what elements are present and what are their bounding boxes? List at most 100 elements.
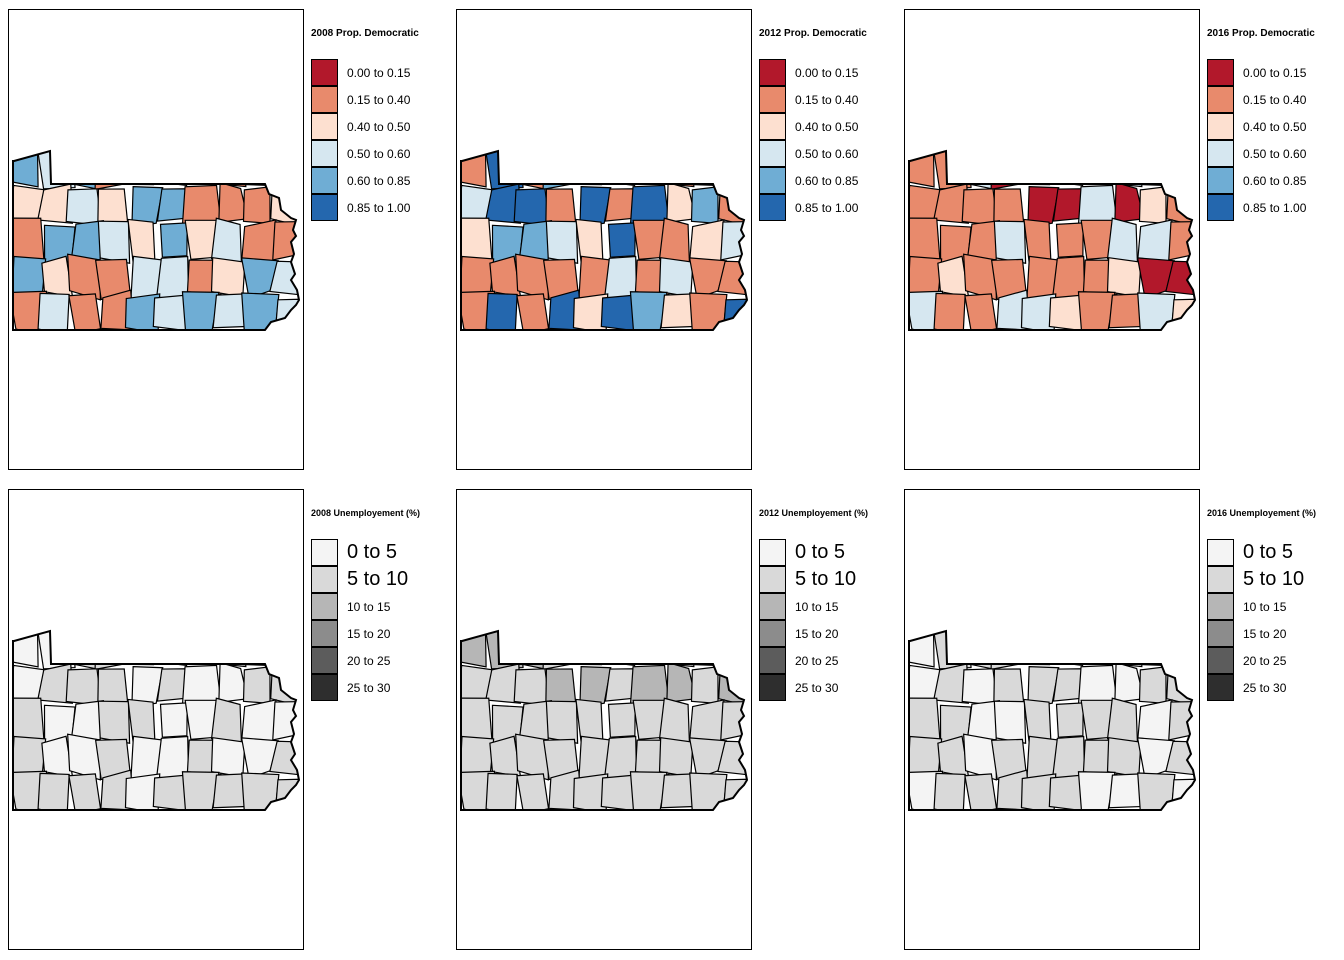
legend-title: 2008 Prop. Democratic	[311, 28, 419, 39]
county-region	[515, 253, 549, 301]
county-region	[210, 257, 246, 298]
legend-label: 0.50 to 0.60	[347, 147, 411, 161]
state-outline	[908, 149, 1197, 331]
county-region	[65, 668, 103, 707]
legend-swatch	[759, 59, 786, 86]
legend-label: 20 to 25	[795, 654, 839, 668]
legend-label: 0.00 to 0.15	[1243, 66, 1307, 80]
legend-label: 25 to 30	[795, 681, 839, 695]
county-region	[181, 151, 218, 185]
legend-label: 0.40 to 0.50	[347, 120, 411, 134]
county-region	[516, 773, 550, 810]
legend-label: 0.85 to 1.00	[1243, 201, 1307, 215]
county-region	[513, 188, 551, 227]
county-region	[578, 151, 603, 186]
map-frame	[456, 9, 752, 470]
county-region	[689, 699, 725, 743]
county-region	[37, 292, 70, 330]
legend-label: 0.15 to 0.40	[347, 93, 411, 107]
legend-label: 0.60 to 0.85	[795, 174, 859, 188]
legend-item: 10 to 15	[759, 593, 919, 620]
county-region	[689, 631, 726, 667]
county-region	[242, 186, 271, 225]
county-region	[690, 186, 719, 225]
legend-item: 0.15 to 0.40	[759, 86, 919, 113]
legend-item: 0 to 5	[1207, 539, 1344, 566]
legend-label: 25 to 30	[347, 681, 391, 695]
legend-swatch	[759, 620, 786, 647]
county-region	[1027, 666, 1060, 708]
state-outline	[908, 629, 1197, 811]
legend-label: 0.15 to 0.40	[795, 93, 859, 107]
legend-label: 5 to 10	[1243, 568, 1305, 590]
map-frame	[904, 489, 1200, 950]
county-region	[961, 668, 999, 707]
county-region	[181, 291, 220, 330]
county-region	[545, 220, 579, 264]
county-region	[131, 666, 164, 708]
legend-label: 15 to 20	[347, 627, 391, 641]
county-region	[1137, 631, 1174, 667]
county-region	[270, 631, 299, 669]
county-region	[211, 151, 247, 188]
county-region	[181, 631, 218, 665]
legend-swatch	[759, 167, 786, 194]
state-outline	[12, 149, 301, 331]
county-region	[1026, 151, 1051, 186]
county-region	[607, 222, 636, 258]
map-frame	[8, 9, 304, 470]
state-outline	[460, 629, 749, 811]
county-region	[658, 217, 691, 264]
legend-swatch	[759, 566, 786, 593]
legend-label: 20 to 25	[1243, 654, 1287, 668]
county-region	[1027, 186, 1060, 228]
county-region	[690, 666, 719, 705]
county-region	[1055, 222, 1084, 258]
county-region	[1026, 631, 1051, 666]
legend-label: 10 to 15	[347, 600, 391, 614]
legend-swatch	[311, 86, 338, 113]
legend-swatch	[759, 539, 786, 566]
legend-swatch	[311, 593, 338, 620]
county-region	[545, 700, 579, 744]
legend-item: 5 to 10	[1207, 566, 1344, 593]
county-region	[67, 253, 101, 301]
county-region	[600, 294, 641, 330]
county-region	[211, 631, 247, 668]
county-region	[514, 151, 550, 190]
county-region	[97, 700, 131, 744]
legend-title: 2008 Unemployement (%)	[311, 508, 421, 518]
county-region	[241, 699, 277, 743]
county-region	[1077, 771, 1116, 810]
legend-item: 20 to 25	[311, 647, 471, 674]
legend-item: 0.50 to 0.60	[311, 140, 471, 167]
legend-swatch	[759, 593, 786, 620]
legend-item: 0.85 to 1.00	[311, 194, 471, 221]
legend-item: 0.60 to 0.85	[1207, 167, 1344, 194]
legend-title: 2012 Unemployement (%)	[759, 508, 869, 518]
county-region	[513, 668, 551, 707]
county-region	[68, 773, 102, 810]
county-region	[1166, 151, 1195, 189]
legend-swatch	[759, 674, 786, 701]
legend-label: 25 to 30	[1243, 681, 1287, 695]
county-region	[933, 772, 966, 810]
legend-label: 0.85 to 1.00	[347, 201, 411, 215]
county-region	[37, 772, 70, 810]
county-region	[1137, 772, 1176, 810]
county-region	[130, 151, 155, 186]
county-region	[718, 631, 747, 669]
legend-swatch	[311, 113, 338, 140]
county-region	[963, 253, 997, 301]
legend-swatch	[1207, 167, 1234, 194]
legend-title: 2012 Prop. Democratic	[759, 28, 867, 39]
county-region	[97, 220, 131, 264]
legend-item: 25 to 30	[1207, 674, 1344, 701]
county-region	[1077, 291, 1116, 330]
county-region	[1077, 631, 1114, 665]
county-region	[720, 700, 747, 741]
state-outline	[460, 149, 749, 331]
legend-label: 0.50 to 0.60	[795, 147, 859, 161]
county-region	[963, 733, 997, 781]
county-region	[66, 631, 102, 670]
